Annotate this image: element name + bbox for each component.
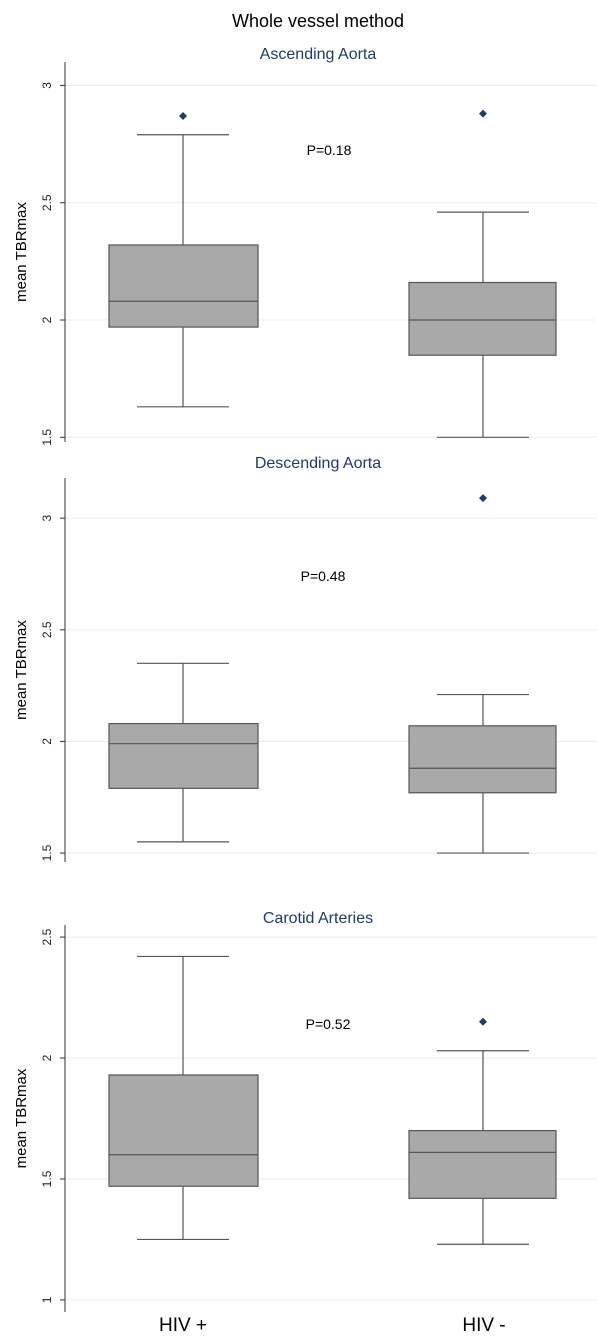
panel-title: Ascending Aorta: [260, 46, 377, 63]
y-tick-label: 2.5: [40, 621, 54, 638]
box-hiv-negative: [408, 494, 557, 854]
box-hiv-positive: [108, 111, 259, 408]
box-hiv-positive: [108, 662, 259, 843]
y-tick-label: 2: [40, 738, 54, 745]
panel-title: Carotid Arteries: [263, 910, 373, 927]
iqr-box: [108, 244, 259, 328]
y-axis-label: mean TBRmax: [13, 620, 30, 720]
y-tick-label: 2.5: [40, 928, 54, 945]
y-tick-label: 1.5: [40, 1170, 54, 1187]
iqr-box: [408, 1129, 557, 1199]
outlier-point: [479, 1017, 487, 1026]
p-value-annotation: P=0.48: [301, 568, 346, 584]
iqr-box: [408, 725, 557, 794]
y-tick-label: 1.5: [40, 429, 54, 446]
box-hiv-positive: [108, 955, 259, 1241]
outlier-point: [479, 109, 487, 118]
y-axis-label: mean TBRmax: [13, 1068, 30, 1168]
outlier-point: [179, 111, 187, 120]
x-category-label-hiv-positive: HIV +: [159, 1315, 207, 1336]
p-value-annotation: P=0.52: [306, 1016, 351, 1032]
y-tick-label: 2: [40, 316, 54, 323]
y-tick-label: 1.5: [40, 844, 54, 861]
iqr-box: [108, 1074, 259, 1187]
p-value-annotation: P=0.18: [307, 142, 352, 158]
iqr-box: [108, 722, 259, 789]
panel-3: Carotid Arteries 2.5 2 1.5 1 mean TBRmax P=0.5…: [13, 910, 597, 1312]
y-tick-label: 2.5: [40, 194, 54, 211]
y-axis-label: mean TBRmax: [13, 202, 30, 302]
panel-1: Ascending Aorta 3 2.5 2 1.5 mean TBRmax P=0.18: [13, 46, 597, 446]
box-hiv-negative: [408, 1017, 557, 1245]
panel-title: Descending Aorta: [255, 455, 381, 472]
panel-2: Descending Aorta 3 2.5 2 1.5 mean TBRmax P=0.4…: [13, 455, 597, 862]
y-tick-label: 3: [40, 82, 54, 89]
box-hiv-negative: [408, 109, 557, 438]
iqr-box: [408, 281, 557, 356]
panels: Ascending Aorta 3 2.5 2 1.5 mean TBRmax P=0.18…: [13, 46, 597, 1312]
outlier-point: [479, 494, 487, 503]
y-tick-label: 2: [40, 1054, 54, 1061]
x-category-label-hiv-negative: HIV -: [462, 1315, 505, 1336]
y-tick-label: 3: [40, 515, 54, 522]
figure-title: Whole vessel method: [232, 11, 404, 31]
y-tick-label: 1: [40, 1296, 54, 1303]
